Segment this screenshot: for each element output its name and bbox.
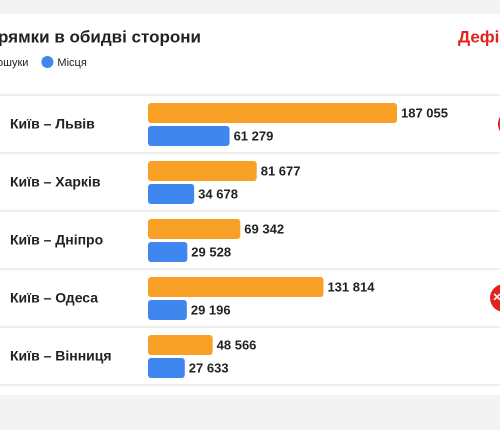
icon <box>490 284 500 312</box>
legend-label: ошуки <box>0 57 28 69</box>
value-label: 131 814 <box>327 279 375 294</box>
bar <box>148 161 257 181</box>
bar <box>148 126 230 146</box>
value-label: 29 528 <box>191 244 231 259</box>
bottom-strip <box>0 395 500 430</box>
category-label: Київ – Дніпро <box>10 232 103 248</box>
legend-label: Місця <box>57 57 86 69</box>
bar <box>148 358 185 378</box>
value-label: 27 633 <box>189 360 229 375</box>
value-label: 34 678 <box>198 186 238 201</box>
row-icons: × <box>490 116 500 312</box>
value-label: 61 279 <box>234 128 274 143</box>
value-label: 187 055 <box>401 105 448 120</box>
icon-x: × <box>493 289 500 305</box>
category-label: Київ – Львів <box>10 116 95 132</box>
bar <box>148 219 241 239</box>
bar <box>148 335 213 355</box>
category-label: Київ – Вінниця <box>10 348 112 364</box>
chart-title: рямки в обидві сторони <box>0 27 201 46</box>
category-label: Київ – Одеса <box>10 290 98 306</box>
value-label: 69 342 <box>244 221 284 236</box>
bar <box>148 277 324 297</box>
value-label: 81 677 <box>261 163 301 178</box>
bar <box>148 184 195 204</box>
legend-swatch <box>41 56 54 68</box>
bar <box>148 300 187 320</box>
category-label: Київ – Харків <box>10 174 101 190</box>
value-label: 48 566 <box>217 337 257 352</box>
value-label: 29 196 <box>191 302 231 317</box>
top-strip <box>0 0 500 14</box>
bar <box>148 242 188 262</box>
brand: Дефі <box>458 27 499 46</box>
bar <box>148 103 397 123</box>
